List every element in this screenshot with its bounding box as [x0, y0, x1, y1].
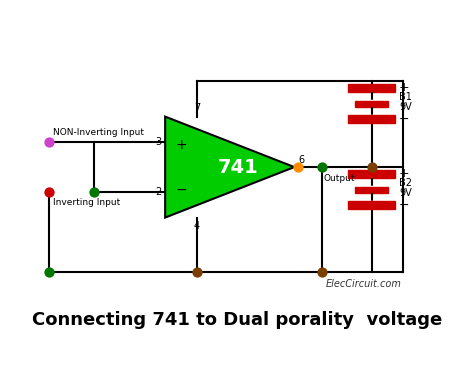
Bar	[348, 115, 395, 123]
Text: Output: Output	[323, 174, 355, 183]
Text: 4: 4	[194, 221, 200, 231]
Text: 7: 7	[194, 103, 200, 113]
Text: 741: 741	[218, 158, 258, 176]
Text: B2: B2	[399, 178, 412, 187]
Text: 9V: 9V	[399, 102, 411, 112]
Bar	[355, 187, 388, 193]
Point	[368, 164, 375, 170]
Text: +: +	[399, 82, 410, 94]
Text: +: +	[176, 138, 187, 152]
Text: −: −	[399, 113, 410, 126]
Text: Connecting 741 to Dual porality  voltage: Connecting 741 to Dual porality voltage	[32, 311, 442, 329]
Text: 2: 2	[155, 187, 162, 197]
Point	[193, 269, 201, 275]
Point	[45, 269, 53, 275]
Point	[318, 164, 325, 170]
Text: −: −	[399, 199, 410, 212]
Text: 9V: 9V	[399, 187, 411, 198]
Text: B1: B1	[399, 92, 412, 102]
Text: ElecCircuit.com: ElecCircuit.com	[326, 279, 401, 290]
Point	[318, 269, 325, 275]
Point	[91, 189, 98, 195]
Text: +: +	[399, 167, 410, 180]
Bar	[348, 201, 395, 209]
Text: 6: 6	[298, 155, 304, 165]
Text: Inverting Input: Inverting Input	[53, 198, 120, 206]
Text: NON-Inverting Input: NON-Inverting Input	[53, 128, 144, 137]
Polygon shape	[165, 117, 294, 217]
Point	[45, 139, 53, 145]
Text: −: −	[176, 182, 187, 197]
Bar	[355, 101, 388, 107]
Point	[45, 189, 53, 195]
Bar	[348, 170, 395, 178]
Bar	[348, 84, 395, 92]
Point	[294, 164, 302, 170]
Text: 3: 3	[155, 137, 162, 147]
